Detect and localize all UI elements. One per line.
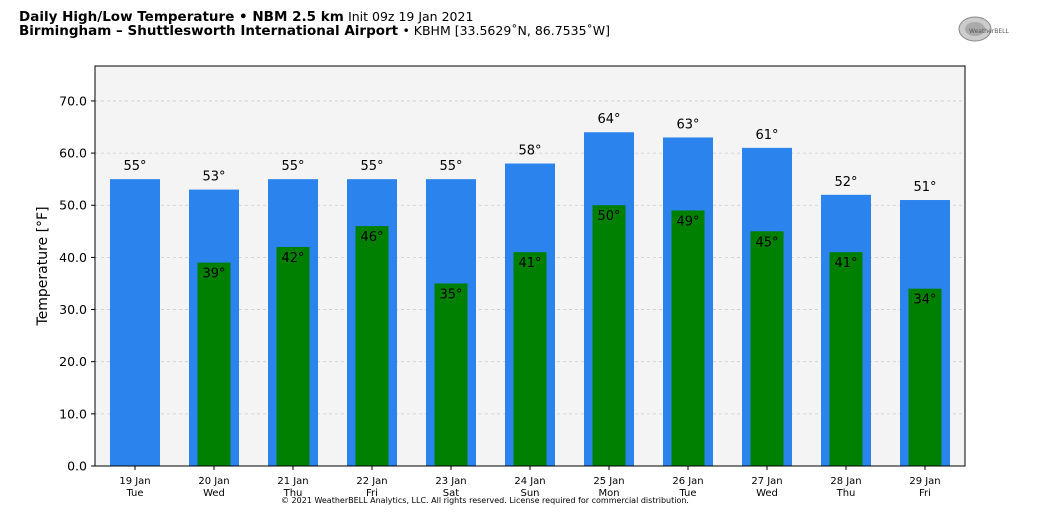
y-tick-label: 20.0 [59,354,87,369]
low-bar [513,252,547,466]
x-tick-day: Tue [125,488,143,499]
x-tick-day: Thu [836,488,856,499]
x-tick-date: 19 Jan [119,476,150,487]
high-label: 55° [281,159,304,174]
svg-text:WeatherBELL: WeatherBELL [969,28,1010,35]
low-bar [671,210,705,466]
x-tick-day: Tue [678,488,696,499]
y-tick-label: 60.0 [59,146,87,161]
low-label: 50° [597,209,620,224]
low-bar [908,288,942,466]
high-label: 63° [676,117,699,132]
low-bar [434,283,468,466]
x-tick-date: 28 Jan [830,476,861,487]
low-label: 39° [202,267,225,282]
low-label: 45° [755,235,778,250]
x-tick-day: Wed [756,488,778,499]
x-tick-date: 29 Jan [909,476,940,487]
station-info: • KBHM [33.5629˚N, 86.7535˚W] [402,23,611,38]
y-tick-label: 40.0 [59,250,87,265]
low-bar [197,262,231,466]
init-time: Init 09z 19 Jan 2021 [348,9,474,24]
low-label: 35° [439,287,462,302]
y-tick-label: 70.0 [59,93,87,108]
x-tick-date: 22 Jan [356,476,387,487]
title-bold: Daily High/Low Temperature • NBM 2.5 km [19,9,344,25]
low-label: 42° [281,251,304,266]
high-label: 64° [597,112,620,127]
low-label: 46° [360,230,383,245]
high-label: 58° [518,144,541,159]
high-label: 55° [123,159,146,174]
high-label: 52° [834,175,857,190]
x-tick-day: Fri [366,488,378,499]
high-bar [110,179,160,466]
x-tick-day: Mon [598,488,619,499]
plot-frame [94,65,966,467]
low-label: 41° [834,256,857,271]
x-tick-date: 26 Jan [672,476,703,487]
high-label: 51° [913,180,936,195]
y-axis-label: Temperature [°F] [35,206,51,326]
x-tick-date: 27 Jan [751,476,782,487]
x-tick-day: Thu [283,488,303,499]
y-tick-label: 50.0 [59,198,87,213]
x-tick-day: Fri [919,488,931,499]
low-bar [276,246,310,466]
low-label: 41° [518,256,541,271]
y-tick-label: 30.0 [59,302,87,317]
x-tick-date: 21 Jan [277,476,308,487]
high-label: 55° [360,159,383,174]
copyright: © 2021 WeatherBELL Analytics, LLC. All r… [281,496,689,505]
x-tick-day: Wed [203,488,225,499]
low-bar [592,205,626,466]
y-tick-label: 10.0 [59,406,87,421]
low-bar [355,226,389,466]
x-tick-day: Sat [443,488,459,499]
low-bar [750,231,784,466]
x-tick-day: Sun [520,488,539,499]
weatherbell-logo: WeatherBELL [958,16,1010,42]
y-tick-label: 0.0 [67,459,87,474]
low-bar [829,252,863,466]
high-label: 53° [202,170,225,185]
high-label: 61° [755,128,778,143]
chart-subtitle: Birmingham – Shuttlesworth International… [19,23,610,39]
low-label: 34° [913,293,936,308]
location-name: Birmingham – Shuttlesworth International… [19,23,399,39]
x-tick-date: 23 Jan [435,476,466,487]
low-label: 49° [676,214,699,229]
x-tick-date: 20 Jan [198,476,229,487]
chart-title: Daily High/Low Temperature • NBM 2.5 km … [19,9,473,25]
high-label: 55° [439,159,462,174]
x-tick-date: 25 Jan [593,476,624,487]
x-tick-date: 24 Jan [514,476,545,487]
